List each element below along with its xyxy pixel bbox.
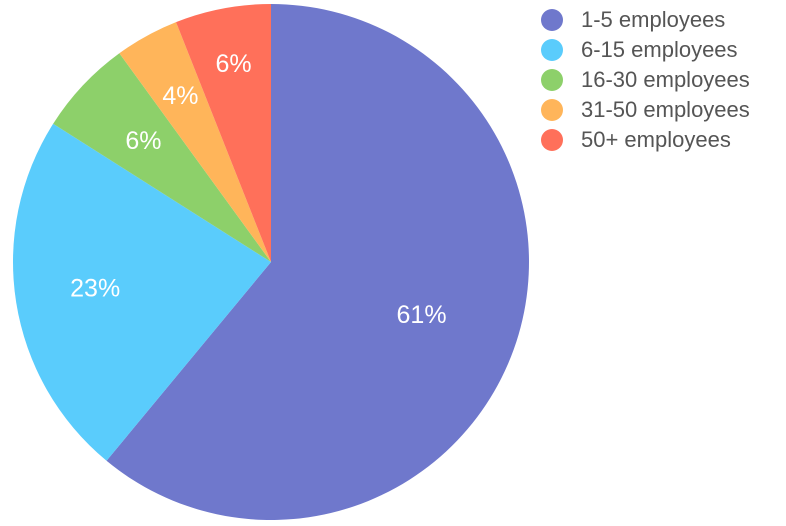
slice-value-label-31-50-employees: 4% <box>162 82 198 110</box>
pie-slice-6-15-employees <box>12 123 272 461</box>
pie-slice-31-50-employees <box>119 22 271 263</box>
pie-slice-1-5-employees <box>106 4 529 520</box>
legend-label-6-15-employees: 6-15 employees <box>581 37 738 62</box>
slice-value-label-16-30-employees: 6% <box>125 127 161 155</box>
legend-label-31-50-employees: 31-50 employees <box>581 97 750 122</box>
slice-value-label-6-15-employees: 23% <box>70 274 120 302</box>
legend-item-16-30-employees: 16-30 employees <box>541 65 750 95</box>
legend-swatch-31-50-employees <box>541 99 563 121</box>
legend-item-31-50-employees: 31-50 employees <box>541 95 750 125</box>
legend-item-6-15-employees: 6-15 employees <box>541 35 750 65</box>
legend-label-50-plus-employees: 50+ employees <box>581 127 731 152</box>
legend-item-50-plus-employees: 50+ employees <box>541 125 750 155</box>
legend-swatch-50-plus-employees <box>541 129 563 151</box>
pie-slice-50-plus-employees <box>176 4 271 262</box>
pie-chart: 61%23%6%4%6% <box>12 4 529 520</box>
legend-label-16-30-employees: 16-30 employees <box>581 67 750 92</box>
legend-swatch-16-30-employees <box>541 69 563 91</box>
legend-swatch-6-15-employees <box>541 39 563 61</box>
pie-slice-16-30-employees <box>53 53 271 262</box>
legend-swatch-1-5-employees <box>541 9 563 31</box>
slice-value-label-1-5-employees: 61% <box>397 301 447 329</box>
slice-value-label-50-plus-employees: 6% <box>215 50 251 78</box>
legend-label-1-5-employees: 1-5 employees <box>581 7 726 32</box>
legend-item-1-5-employees: 1-5 employees <box>541 5 750 35</box>
legend: 1-5 employees 6-15 employees 16-30 emplo… <box>541 5 750 155</box>
